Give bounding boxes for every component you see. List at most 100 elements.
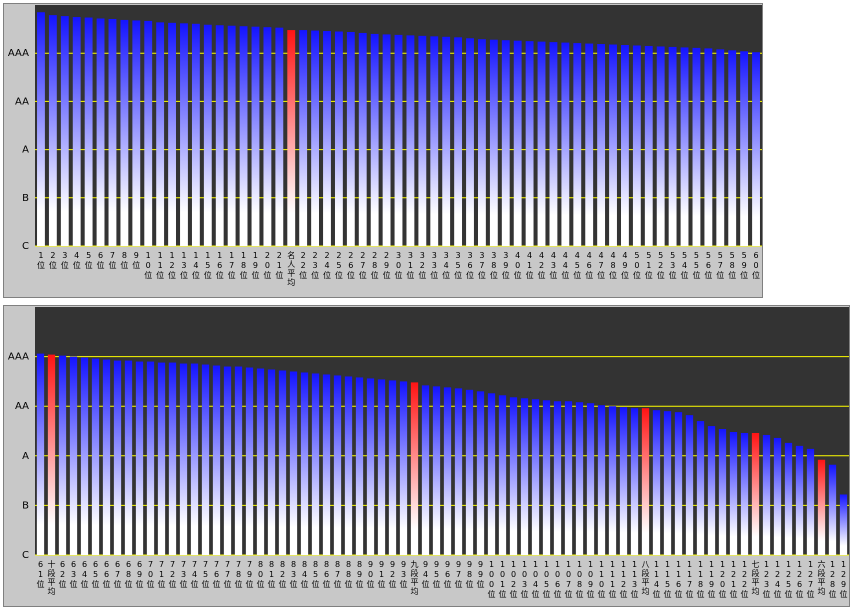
- bar: [828, 464, 837, 555]
- bar: [784, 442, 793, 555]
- bar: [443, 387, 452, 555]
- bar: [370, 33, 379, 246]
- x-tick-label: 七段平均: [751, 560, 760, 596]
- x-tick-label: 119位: [707, 560, 716, 599]
- x-tick-label: 28位: [370, 251, 379, 280]
- x-tick-label: 83位: [289, 560, 298, 589]
- bar: [191, 23, 200, 246]
- bar: [537, 41, 546, 246]
- x-tick-label: 3位: [60, 251, 69, 270]
- bar: [585, 43, 594, 247]
- x-tick-label: 89位: [355, 560, 364, 589]
- bar: [311, 30, 320, 246]
- bar: [333, 375, 342, 555]
- bar: [432, 386, 441, 555]
- x-tick-label: 126位: [795, 560, 804, 599]
- x-tick-label: 37位: [477, 251, 486, 280]
- bar: [234, 366, 243, 555]
- bar: [382, 34, 391, 246]
- bar: [707, 426, 716, 555]
- x-tick-label: 98位: [465, 560, 474, 589]
- x-tick-label: 八段平均: [641, 560, 650, 596]
- x-tick-label: 47位: [597, 251, 606, 280]
- bar: [334, 31, 343, 247]
- x-tick-label: 39位: [501, 251, 510, 280]
- x-tick-label: 103位: [520, 560, 529, 599]
- bar: [157, 362, 166, 555]
- bar: [388, 380, 397, 555]
- x-tick-label: 112位: [619, 560, 628, 599]
- x-tick-label: 49位: [620, 251, 629, 280]
- x-tick-label: 63位: [69, 560, 78, 589]
- x-tick-label: 91位: [377, 560, 386, 589]
- x-tick-label: 32位: [418, 251, 427, 280]
- x-tick-label: 40位: [513, 251, 522, 280]
- bar: [256, 368, 265, 555]
- x-tick-label: 21位: [275, 251, 284, 280]
- bar: [168, 22, 176, 246]
- x-tick-label: 77位: [223, 560, 232, 589]
- x-tick-label: 29位: [382, 251, 391, 280]
- bar: [806, 448, 815, 555]
- bar: [322, 374, 331, 555]
- x-tick-label: 43位: [549, 251, 558, 280]
- x-tick-label: 54位: [680, 251, 689, 280]
- x-tick-label: 41位: [525, 251, 534, 280]
- x-tick-label: 80位: [256, 560, 265, 589]
- x-tick-label: 30位: [394, 251, 403, 280]
- bar: [597, 405, 606, 555]
- bar: [399, 381, 408, 555]
- bar: [542, 400, 551, 555]
- bar: [69, 356, 78, 555]
- x-tick-label: 114位: [652, 560, 661, 599]
- bar: [102, 359, 111, 555]
- x-tick-label: 11位: [156, 251, 165, 280]
- bar: [575, 402, 584, 555]
- x-tick-label: 121位: [729, 560, 738, 599]
- bar: [685, 415, 694, 555]
- bar: [752, 52, 760, 247]
- bar: [751, 432, 760, 555]
- x-tick-label: 128位: [828, 560, 837, 599]
- bar: [421, 385, 430, 555]
- bar: [644, 45, 653, 246]
- bar: [513, 40, 522, 246]
- x-tick-label: 105位: [542, 560, 551, 599]
- bar: [740, 432, 749, 555]
- x-tick-label: 58位: [728, 251, 737, 280]
- bar: [299, 30, 308, 247]
- x-tick-label: 82位: [278, 560, 287, 589]
- bar: [344, 376, 353, 555]
- bar: [311, 373, 320, 555]
- bar: [632, 45, 641, 246]
- x-tick-label: 14位: [191, 251, 200, 280]
- bar: [663, 411, 672, 555]
- bar: [203, 24, 212, 247]
- bar: [48, 15, 57, 247]
- x-tick-label: 61位: [36, 560, 45, 589]
- bar: [501, 40, 510, 246]
- x-tick-label: 27位: [358, 251, 367, 280]
- x-tick-label: 9位: [132, 251, 141, 270]
- x-tick-label: 57位: [716, 251, 725, 280]
- x-tick-label: 20位: [263, 251, 272, 280]
- bar: [80, 357, 89, 555]
- y-tick-label: B: [22, 500, 29, 511]
- x-tick-label: 110位: [597, 560, 606, 599]
- x-tick-label: 123位: [762, 560, 771, 599]
- bar: [72, 17, 81, 246]
- bar: [692, 47, 701, 247]
- bar: [716, 49, 725, 247]
- bar: [245, 367, 254, 555]
- x-tick-label: 92位: [388, 560, 397, 589]
- bar: [180, 23, 188, 247]
- bar: [442, 36, 451, 247]
- bar: [656, 46, 665, 247]
- bar: [323, 31, 331, 246]
- x-tick-label: 88位: [344, 560, 353, 589]
- y-tick-label: AAA: [8, 352, 29, 363]
- bar: [91, 358, 100, 555]
- bar: [477, 39, 486, 246]
- bar: [47, 354, 56, 555]
- x-tick-label: 51位: [644, 251, 653, 280]
